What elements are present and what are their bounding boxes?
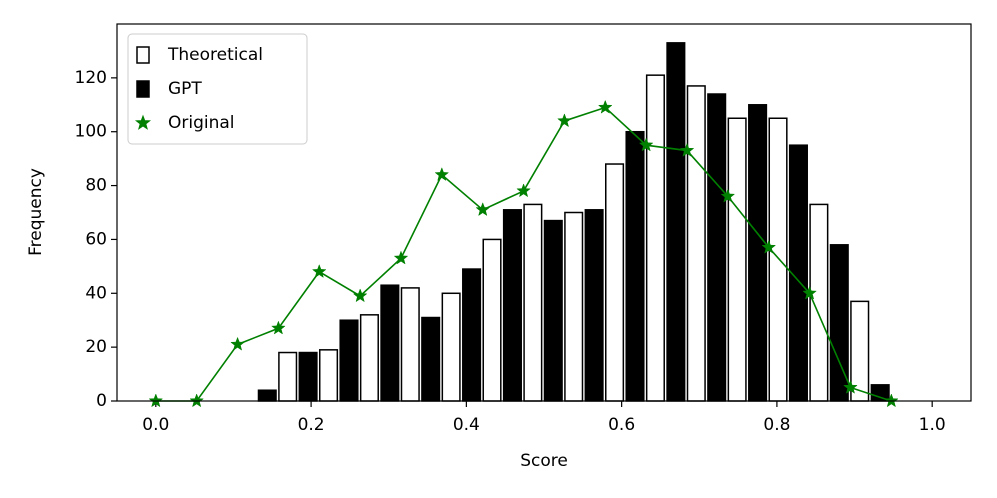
bar [298,351,318,402]
x-tick-label: 0.8 [763,415,790,435]
bar [686,85,706,402]
x-tick-label: 0.2 [298,415,325,435]
x-tick-label: 0.0 [142,415,169,435]
bar [339,319,359,402]
bar [257,389,277,402]
legend-label: Original [168,113,235,133]
star-marker [516,183,531,198]
bar [645,74,665,402]
x-tick-label: 1.0 [919,415,946,435]
legend-box [127,33,308,145]
star-marker [230,336,245,351]
y-tick-label: 0 [96,391,107,411]
x-tick-label: 0.4 [453,415,480,435]
bar [359,314,379,402]
bar [666,42,686,402]
bar [441,292,461,402]
star-marker [271,320,286,335]
bar [318,349,339,402]
star-marker [720,188,736,203]
bar [278,351,298,402]
bar [462,268,482,402]
y-tick-label: 120 [75,68,107,88]
plot-frame [116,23,972,402]
y-tick-label: 40 [85,283,107,303]
star-marker [884,393,899,408]
star-marker [311,264,327,278]
star-marker [761,239,777,254]
star-marker [148,393,164,408]
star-marker [434,167,450,182]
y-tick-label: 80 [85,176,107,196]
bar [380,284,400,402]
legend-label: GPT [168,79,202,99]
bar [564,211,584,402]
legend-marker [134,114,152,130]
bar [809,203,829,402]
star-marker [802,285,817,300]
bar [625,130,645,402]
legend-marker [136,80,150,98]
star-marker [843,379,858,394]
bar [584,209,604,402]
bar [707,93,727,402]
bar [748,104,768,402]
bar [523,203,543,402]
x-axis-label: Score [520,451,568,471]
bar [605,163,625,402]
bar [768,117,788,402]
bar [543,219,563,402]
legend-label: Theoretical [167,45,263,65]
y-tick-label: 20 [85,337,107,357]
star-marker [352,288,368,303]
y-axis-label: Frequency [26,168,46,256]
y-tick-label: 60 [85,229,107,249]
bar [400,287,420,402]
bar [502,209,522,402]
star-marker [393,250,409,265]
legend-marker [136,46,150,64]
star-marker [475,202,491,217]
star-marker [638,137,654,152]
x-tick-label: 0.6 [608,415,635,435]
bar [727,117,747,402]
y-tick-label: 100 [75,122,107,142]
star-marker [597,99,613,114]
star-marker [189,393,204,408]
star-marker [679,142,695,157]
bar [421,316,441,402]
bar [482,238,502,402]
star-marker [557,113,572,128]
